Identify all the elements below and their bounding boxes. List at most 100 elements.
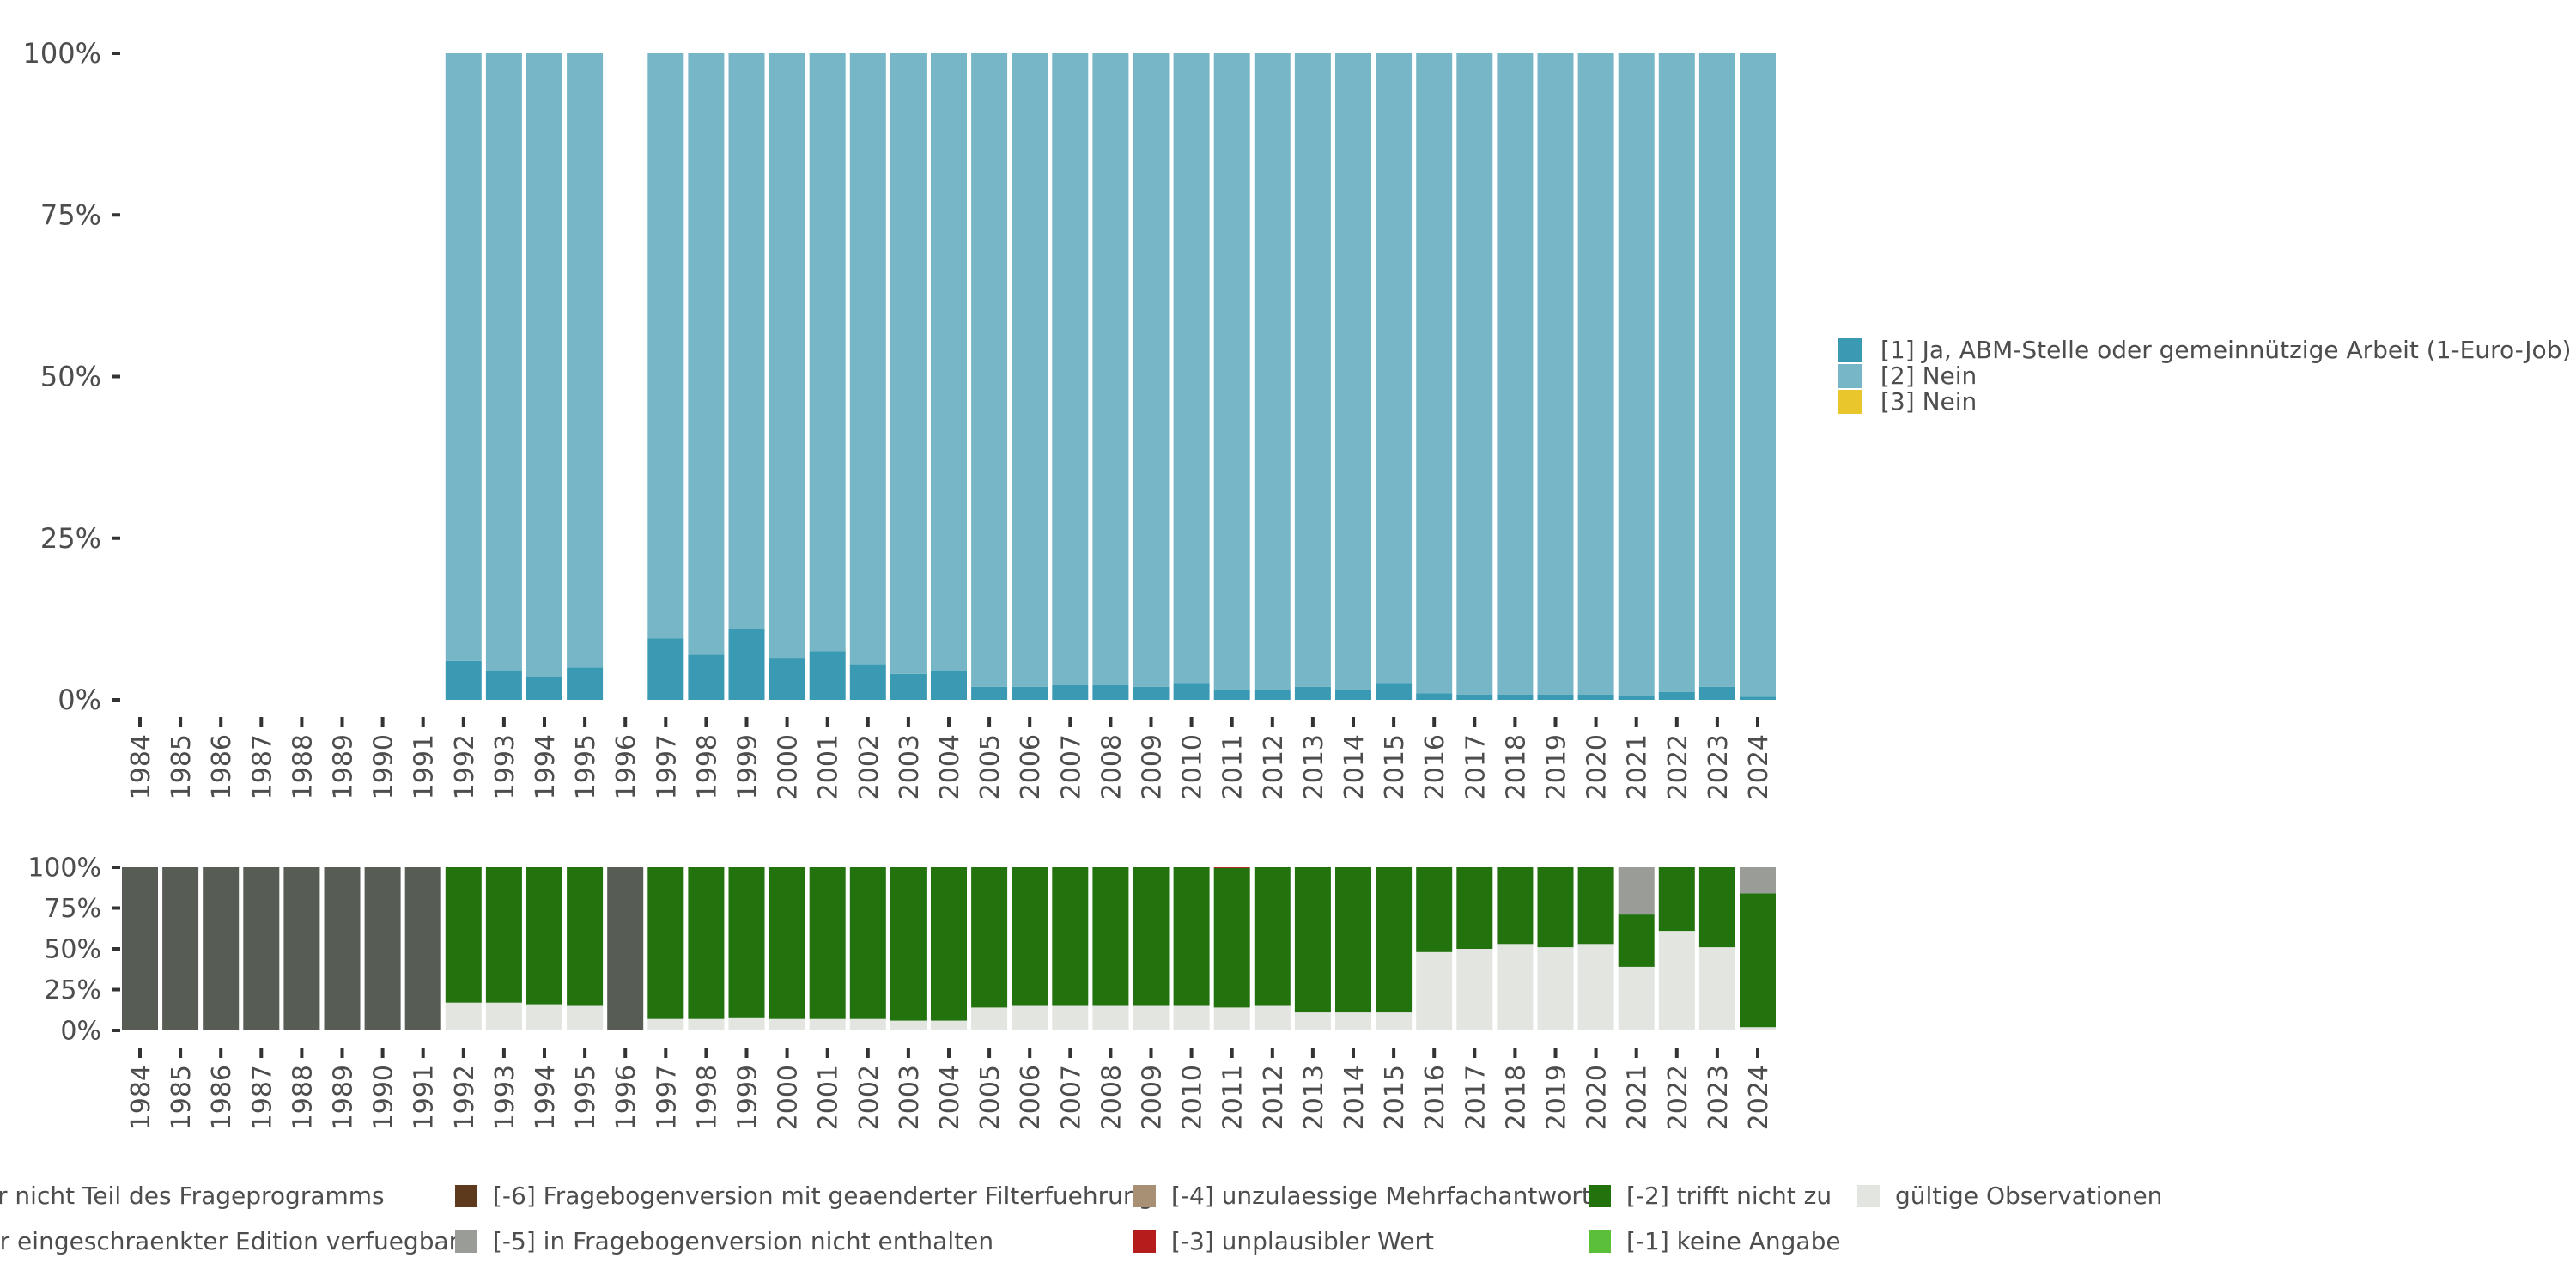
bar-segment-2022-s0 [1658, 691, 1695, 700]
bar-segment-1999-s0 [728, 629, 765, 700]
x-tick-label-2021: 2021 [1623, 734, 1653, 799]
x-tick-label-2022: 2022 [1663, 1065, 1693, 1130]
bar-segment-1995-s0 [567, 667, 604, 700]
legend-bottom-swatch-3 [455, 1230, 477, 1253]
x-tick-label-2017: 2017 [1461, 1065, 1491, 1130]
bar-segment-2005-s0 [971, 686, 1008, 700]
bottom-chart: 0% 25% 50% 75% 100% 1984 1985 1986 1987 1988 1989 1… [27, 854, 1776, 1130]
bar-segment-2002-s1 [849, 53, 886, 665]
bar-segment-2016-s0 [1416, 693, 1453, 700]
x-tick-label-1987: 1987 [247, 734, 277, 799]
bar-segment-2016-s1 [1416, 867, 1453, 952]
bar-segment-2024-s3 [1740, 867, 1776, 894]
legend-top-swatch-2 [1838, 390, 1862, 414]
x-tick-label-2009: 2009 [1138, 734, 1168, 799]
bar-segment-2024-s0 [1740, 1027, 1776, 1030]
legend-bottom-label-2: [-6] Fragebogenversion mit geaenderter F… [493, 1182, 1153, 1210]
x-tick-label-1985: 1985 [167, 1065, 197, 1130]
x-tick-label-2024: 2024 [1744, 734, 1774, 799]
x-tick-label-2006: 2006 [1016, 734, 1046, 799]
bar-segment-2007-s0 [1052, 1005, 1089, 1030]
bar-segment-1998-s0 [688, 654, 725, 700]
x-tick-label-1985: 1985 [167, 734, 197, 799]
bar-segment-2007-s1 [1052, 53, 1089, 685]
bar-segment-2017-s0 [1456, 949, 1493, 1030]
bar-segment-1993-s1 [485, 53, 522, 671]
bar-segment-1999-s0 [728, 1017, 765, 1030]
x-tick-label-1989: 1989 [329, 734, 359, 799]
y-tick-label: 25% [40, 522, 101, 555]
bar-segment-2015-s0 [1376, 683, 1413, 700]
bar-segment-1995-s1 [567, 867, 604, 1006]
bar-segment-1996-s4 [607, 867, 644, 1030]
bar-segment-2021-s0 [1618, 696, 1655, 700]
bar-segment-2008-s1 [1092, 53, 1129, 685]
x-tick-label-2015: 2015 [1380, 1065, 1410, 1130]
bar-segment-2017-s1 [1456, 53, 1493, 695]
bar-segment-2000-s1 [769, 53, 805, 659]
x-tick-label-2024: 2024 [1744, 1065, 1774, 1130]
bar-segment-2008-s1 [1092, 867, 1129, 1006]
bar-segment-2018-s0 [1497, 694, 1534, 700]
x-tick-label-2016: 2016 [1420, 734, 1450, 799]
bar-segment-1994-s0 [526, 677, 562, 700]
bar-segment-2005-s0 [971, 1007, 1008, 1030]
x-tick-label-2019: 2019 [1542, 1065, 1572, 1130]
bar-segment-2017-s1 [1456, 867, 1493, 949]
bar-segment-2014-s1 [1335, 53, 1371, 690]
legend-bottom-swatch-7 [1589, 1230, 1611, 1253]
bar-segment-1997-s1 [647, 53, 684, 639]
legend-bottom-label-1: [-7] nur in weniger eingeschraenkter Edi… [0, 1227, 459, 1255]
bar-segment-1992-s0 [445, 660, 482, 700]
x-tick-label-2008: 2008 [1097, 734, 1127, 799]
bar-segment-2004-s1 [931, 53, 967, 671]
bar-segment-2000-s0 [769, 1018, 805, 1030]
bar-segment-1994-s0 [526, 1004, 562, 1030]
bar-segment-1999-s1 [728, 867, 765, 1018]
y-tick-label: 75% [40, 198, 101, 231]
bar-segment-2005-s1 [971, 867, 1008, 1008]
x-tick-label-2003: 2003 [895, 734, 925, 799]
bar-segment-2004-s1 [931, 867, 967, 1021]
bar-segment-1999-s1 [728, 53, 765, 629]
legend-bottom-label-6: [-2] trifft nicht zu [1626, 1182, 1832, 1210]
x-tick-label-1999: 1999 [733, 1065, 763, 1130]
x-tick-label-2018: 2018 [1501, 734, 1531, 799]
bar-segment-2024-s1 [1740, 893, 1776, 1028]
x-tick-label-2007: 2007 [1056, 1065, 1086, 1130]
bar-segment-2010-s1 [1173, 867, 1210, 1006]
x-tick-label-1994: 1994 [531, 734, 561, 799]
legend-top-label-2: [3] Nein [1880, 387, 1977, 416]
bar-segment-2011-s0 [1213, 690, 1250, 700]
bar-segment-2019-s1 [1537, 867, 1574, 948]
x-tick-label-2006: 2006 [1016, 1065, 1046, 1130]
bar-segment-2008-s0 [1092, 684, 1129, 700]
bar-segment-1994-s1 [526, 867, 562, 1005]
bar-segment-2022-s1 [1658, 53, 1695, 692]
x-tick-label-2009: 2009 [1138, 1065, 1168, 1130]
x-tick-label-2016: 2016 [1420, 1065, 1450, 1130]
legend-bottom-swatch-2 [455, 1185, 477, 1207]
top-chart: 0% 25% 50% 75% 100% 1984 1985 1986 1987 1988 1989 1… [23, 37, 1776, 799]
x-tick-label-2003: 2003 [895, 1065, 925, 1130]
bar-segment-2011-s0 [1213, 1007, 1250, 1030]
x-tick-label-1989: 1989 [329, 1065, 359, 1130]
x-tick-label-1984: 1984 [126, 1065, 156, 1130]
bar-segment-2000-s1 [769, 867, 805, 1019]
bar-segment-2018-s1 [1497, 53, 1534, 695]
bar-segment-2002-s0 [849, 1018, 886, 1030]
x-tick-label-2007: 2007 [1056, 734, 1086, 799]
bar-segment-2014-s0 [1335, 1012, 1371, 1030]
bar-segment-2013-s1 [1294, 867, 1331, 1013]
x-tick-label-1986: 1986 [207, 1065, 237, 1130]
bar-segment-2020-s1 [1577, 53, 1614, 695]
bar-segment-1985-s4 [162, 867, 199, 1030]
bar-segment-2002-s0 [849, 664, 886, 700]
x-tick-label-1998: 1998 [692, 1065, 722, 1130]
x-tick-label-2018: 2018 [1501, 1065, 1531, 1130]
bar-segment-2006-s1 [1012, 53, 1048, 687]
legend-top-label-1: [2] Nein [1880, 361, 1977, 390]
bar-segment-2011-s1 [1213, 867, 1250, 1008]
bar-segment-1997-s0 [647, 1018, 684, 1030]
bar-segment-2015-s0 [1376, 1012, 1413, 1030]
